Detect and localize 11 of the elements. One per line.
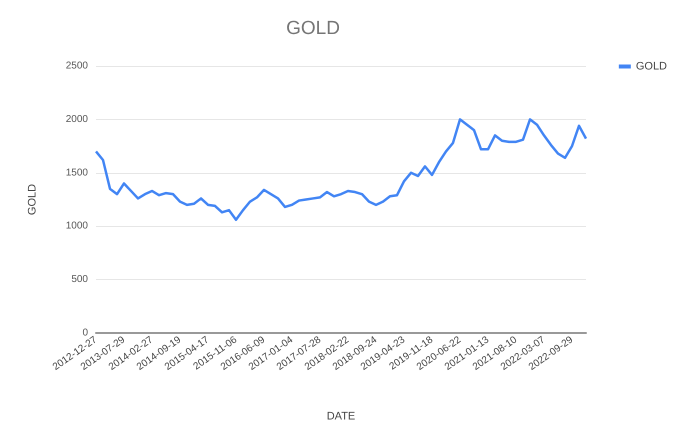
y-tick-label: 1500	[66, 167, 88, 178]
y-tick-label: 1000	[66, 220, 88, 232]
y-tick-label: 500	[71, 274, 88, 286]
y-tick-label: 2000	[66, 114, 88, 125]
y-axis-title: GOLD	[26, 184, 38, 216]
legend-label: GOLD	[636, 60, 668, 72]
y-tick-label: 0	[82, 328, 88, 338]
x-axis-title: DATE	[326, 410, 356, 422]
chart-title: GOLD	[286, 18, 340, 39]
line-series	[94, 118, 588, 222]
y-tick-label: 2500	[66, 60, 88, 72]
